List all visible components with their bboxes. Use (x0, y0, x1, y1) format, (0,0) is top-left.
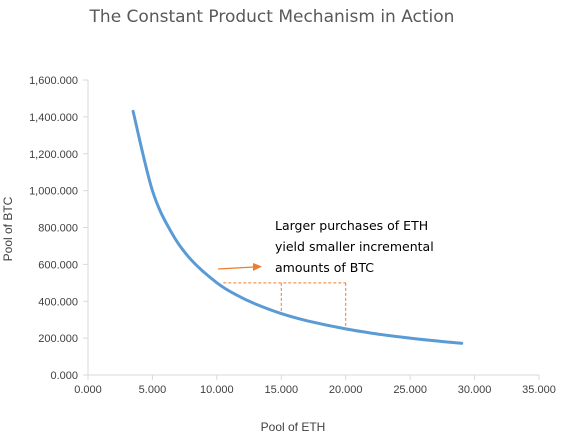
y-tick-label: 800.000 (38, 223, 78, 235)
y-axis-label: Pool of BTC (1, 196, 15, 261)
x-tick-label: 10.000 (200, 384, 234, 396)
y-tick-label: 1,000.000 (29, 186, 78, 198)
annotation-line-2: yield smaller incremental (275, 239, 434, 254)
annotation-arrow-shaft (217, 266, 255, 270)
x-axis-label: Pool of ETH (261, 420, 326, 434)
y-tick-label: 1,200.000 (29, 149, 78, 161)
y-tick-label: 400.000 (38, 296, 78, 308)
tick-labels: 0.000 5.000 10.000 15.000 20.000 25.000 30.000… (29, 75, 556, 396)
series-line (131, 109, 464, 345)
annotation-text: Larger purchases of ETH yield smaller in… (275, 218, 438, 275)
annotation-layer (217, 263, 347, 329)
x-tick-label: 30.000 (458, 384, 492, 396)
x-tick-label: 35.000 (522, 384, 556, 396)
annotation-line-3: amounts of BTC (275, 260, 374, 275)
y-tick-label: 0.000 (50, 370, 78, 382)
series-layer (131, 109, 464, 345)
y-tick-label: 200.000 (38, 333, 78, 345)
x-tick-label: 5.000 (139, 384, 167, 396)
y-tick-label: 1,400.000 (29, 112, 78, 124)
chart-title: The Constant Product Mechanism in Action (89, 7, 455, 27)
x-tick-label: 25.000 (393, 384, 427, 396)
x-tick-label: 15.000 (264, 384, 298, 396)
x-tick-label: 20.000 (329, 384, 363, 396)
annotation-line-1: Larger purchases of ETH (275, 218, 428, 233)
annotation-arrow-head (253, 263, 262, 271)
y-tick-label: 1,600.000 (29, 75, 78, 87)
y-tick-label: 600.000 (38, 259, 78, 271)
axes (83, 79, 540, 380)
x-tick-label: 0.000 (74, 384, 102, 396)
